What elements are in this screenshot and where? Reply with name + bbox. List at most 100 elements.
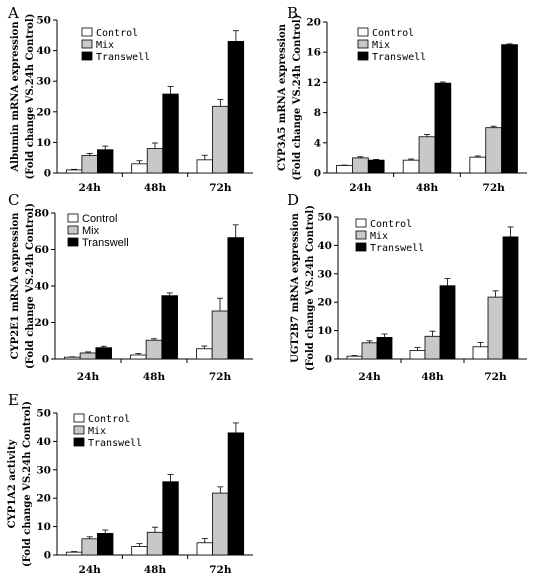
y-tick-label: 30 [36,76,51,88]
panel-c: C CYP2E1 mRNA expression (Fold change VS.2… [8,191,253,383]
legend-swatch [81,27,93,37]
x-tick-label: 72h [483,182,506,194]
bar-transwell [97,533,114,556]
bar-mix [211,310,229,360]
bar-control [196,159,213,174]
x-tick-label: 24h [358,371,381,383]
legend-label: Mix [370,231,388,242]
legend-label: Mix [96,40,114,51]
y-tick-label: 10 [36,137,51,149]
bar-transwell [367,159,385,174]
bar-transwell [161,295,178,360]
legend-swatch [357,39,369,49]
panel-letter: A [7,4,19,22]
bar-transwell [502,236,519,360]
y-tick-label: 60 [34,244,49,256]
bar-control [131,163,148,174]
x-tick-label: 72h [484,371,507,383]
bar-mix [212,492,229,556]
legend-swatch [355,218,367,228]
legend-swatch [73,437,85,447]
y-axis-label: Albumin mRNA expression [10,21,21,173]
y-axis-label: UGT2B7 mRNA expression [290,212,301,363]
x-tick-label: 48h [143,371,166,383]
legend-label: Transwell [82,237,129,249]
x-tick-label: 48h [421,371,444,383]
bar-control [346,355,363,360]
panel-e: E CYP1A2 activity (Fold change VS.24h Cont… [7,391,253,576]
bar-transwell [434,82,452,174]
x-tick-label: 24h [77,371,100,383]
legend-swatch [357,51,369,61]
legend-label: Control [82,213,117,225]
bar-mix [424,335,441,360]
y-axis-label-unit: (Fold change VS.24h Control) [25,203,36,369]
bar-transwell [227,237,244,360]
bar-control [336,165,353,174]
bar-control [196,348,213,360]
legend-swatch [355,242,367,252]
bar-control [130,354,147,360]
y-tick-label: 40 [36,436,51,448]
y-tick-label: 20 [36,493,51,505]
bar-control [64,356,81,360]
panel-letter: B [287,4,298,22]
y-tick-label: 50 [317,212,332,224]
y-tick-label: 0 [314,168,321,180]
y-tick-label: 30 [36,464,51,476]
bar-transwell [97,149,114,174]
bar-mix [81,538,98,556]
bar-control [131,546,148,556]
y-axis-label: CYP3A5 mRNA expression [277,23,288,171]
legend-label: Control [88,414,130,425]
bar-control [409,350,426,360]
bar-mix [351,157,369,174]
y-tick-label: 12 [306,77,321,89]
bar-mix [146,148,164,174]
bar-mix [79,352,97,360]
x-tick-label: 48h [144,564,167,576]
y-axis-label-unit: (Fold change VS.24h Control) [22,401,33,567]
legend-swatch [355,230,367,240]
legend-label: Control [96,28,138,39]
bar-mix [145,339,163,360]
y-tick-label: 0 [42,354,49,366]
bar-transwell [162,481,179,556]
bar-transwell [439,285,456,360]
bar-mix [146,531,164,556]
bar-control [196,542,213,556]
x-tick-label: 24h [79,182,102,194]
y-tick-label: 10 [317,325,332,337]
y-tick-label: 8 [314,107,321,119]
y-tick-label: 30 [317,268,332,280]
legend-label: Mix [82,225,100,237]
y-tick-label: 40 [34,281,49,293]
y-tick-label: 20 [317,297,332,309]
legend-swatch [73,425,85,435]
bar-transwell [501,44,518,174]
bar-mix [361,342,378,360]
y-tick-label: 16 [306,47,321,59]
y-tick-label: 20 [34,317,49,329]
bar-transwell [376,337,393,360]
y-tick-label: 80 [34,208,49,220]
legend-swatch [81,51,93,61]
y-tick-label: 0 [325,354,332,366]
bar-mix [212,105,229,174]
bar-control [472,346,489,360]
legend-label: Mix [88,426,106,437]
legend-label: Transwell [370,243,424,254]
legend-swatch [67,237,79,247]
legend-label: Control [370,219,412,230]
panel-letter: E [8,391,19,409]
panel-letter: D [287,191,299,209]
x-tick-label: 48h [416,182,439,194]
bar-control [402,159,420,174]
bar-mix [485,127,503,174]
y-tick-label: 4 [314,137,321,149]
x-tick-label: 24h [349,182,372,194]
bar-mix [81,155,98,174]
legend-swatch [67,225,79,235]
